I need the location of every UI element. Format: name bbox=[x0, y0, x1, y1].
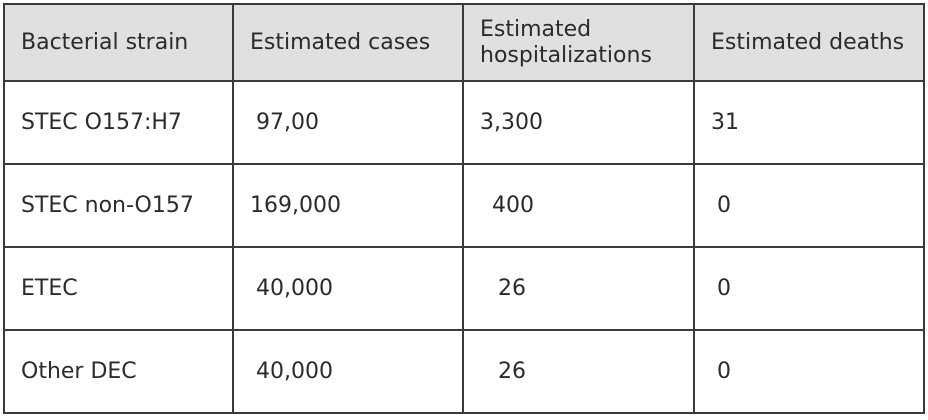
table-row: STEC non-O157 169,000 400 0 bbox=[3, 163, 925, 248]
header-bacterial-strain: Bacterial strain bbox=[3, 3, 234, 82]
table-body: STEC O157:H7 97,00 3,300 31 STEC non-O15… bbox=[3, 80, 925, 414]
table-row: STEC O157:H7 97,00 3,300 31 bbox=[3, 80, 925, 165]
cell-cases: 40,000 bbox=[232, 246, 464, 331]
cell-deaths: 0 bbox=[693, 163, 925, 248]
bacterial-strain-table: Bacterial strain Estimated cases Estimat… bbox=[3, 3, 925, 414]
cell-strain: Other DEC bbox=[3, 329, 234, 414]
header-estimated-cases: Estimated cases bbox=[232, 3, 464, 82]
cell-cases: 40,000 bbox=[232, 329, 464, 414]
header-estimated-hospitalizations: Estimated hospitalizations bbox=[462, 3, 695, 82]
cell-strain: STEC non-O157 bbox=[3, 163, 234, 248]
header-row: Bacterial strain Estimated cases Estimat… bbox=[3, 3, 925, 82]
cell-cases: 169,000 bbox=[232, 163, 464, 248]
header-estimated-deaths: Estimated deaths bbox=[693, 3, 925, 82]
cell-hospitalizations: 26 bbox=[462, 246, 695, 331]
cell-strain: STEC O157:H7 bbox=[3, 80, 234, 165]
table-row: ETEC 40,000 26 0 bbox=[3, 246, 925, 331]
cell-deaths: 0 bbox=[693, 329, 925, 414]
cell-hospitalizations: 3,300 bbox=[462, 80, 695, 165]
cell-deaths: 31 bbox=[693, 80, 925, 165]
table-header: Bacterial strain Estimated cases Estimat… bbox=[3, 3, 925, 82]
cell-strain: ETEC bbox=[3, 246, 234, 331]
cell-cases: 97,00 bbox=[232, 80, 464, 165]
cell-deaths: 0 bbox=[693, 246, 925, 331]
cell-hospitalizations: 26 bbox=[462, 329, 695, 414]
cell-hospitalizations: 400 bbox=[462, 163, 695, 248]
table-row: Other DEC 40,000 26 0 bbox=[3, 329, 925, 414]
